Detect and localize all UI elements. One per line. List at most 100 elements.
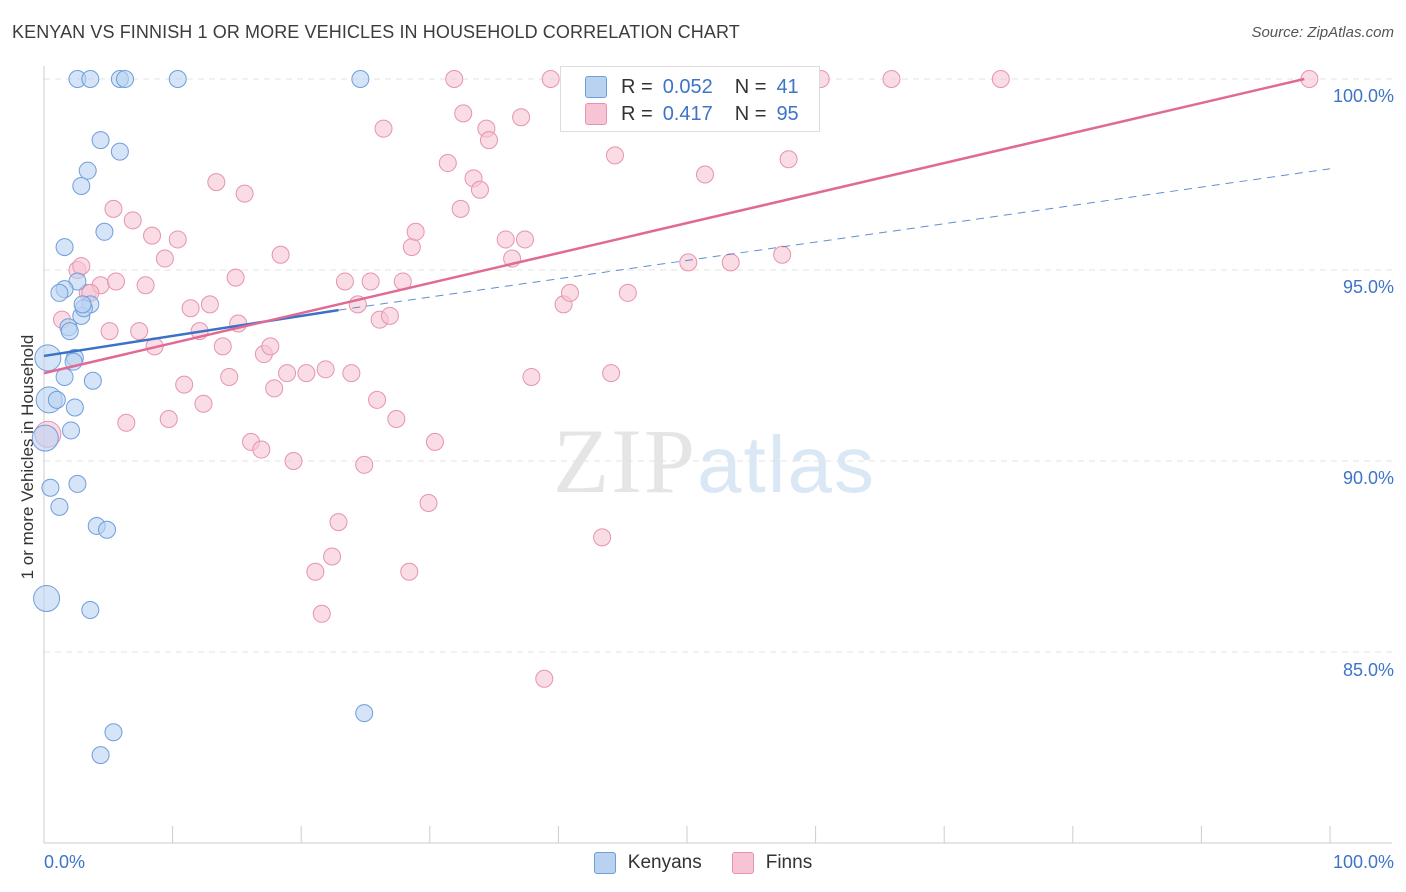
legend-label-kenyans: Kenyans: [627, 852, 702, 873]
finn-point: [271, 245, 290, 264]
finn-point: [368, 390, 387, 409]
finn-point: [342, 364, 361, 383]
finn-point: [361, 272, 380, 291]
finn-point: [316, 360, 335, 379]
finn-point: [226, 268, 245, 287]
finn-point: [679, 253, 698, 272]
kenyan-point: [41, 478, 60, 497]
source-credit: Source: ZipAtlas.com: [1251, 24, 1394, 41]
finn-point: [130, 322, 149, 341]
n-value: 95: [776, 102, 799, 125]
kenyan-point: [110, 142, 129, 161]
watermark-atlas: atlas: [697, 420, 876, 509]
finn-point: [155, 249, 174, 268]
legend-item-kenyans[interactable]: Kenyans: [593, 852, 702, 874]
finn-point: [220, 367, 239, 386]
finn-point: [213, 337, 232, 356]
finn-point: [387, 409, 406, 428]
kenyan-point: [91, 746, 110, 765]
finn-point: [284, 452, 303, 470]
finn-point: [136, 276, 155, 295]
finn-point: [159, 409, 178, 428]
y-tick-label-100: 100.0%: [1332, 86, 1394, 106]
kenyan-point: [31, 424, 59, 452]
finn-point: [602, 364, 621, 383]
legend-label-finns: Finns: [765, 852, 813, 873]
kenyan-point: [351, 70, 370, 88]
finn-point: [451, 199, 470, 218]
finn-point: [419, 494, 438, 513]
kenyan-point: [95, 222, 114, 241]
kenyan-point: [34, 344, 62, 372]
finn-point: [312, 604, 331, 623]
finn-point: [535, 669, 554, 688]
finn-point: [438, 154, 457, 173]
kenyan-point: [81, 70, 100, 88]
finn-point: [991, 70, 1010, 88]
finn-point: [261, 337, 280, 356]
finn-point: [175, 375, 194, 394]
finn-point: [779, 150, 798, 169]
finn-point: [773, 245, 792, 264]
finn-point: [265, 379, 284, 398]
r-label: R =: [621, 102, 653, 125]
finn-point: [306, 562, 325, 581]
finn-point: [72, 257, 91, 276]
y-tick-label-90: 90.0%: [1342, 468, 1394, 488]
finn-point: [143, 226, 162, 245]
kenyan-point: [81, 600, 100, 619]
finn-point: [454, 104, 473, 123]
chart-title: KENYAN VS FINNISH 1 OR MORE VEHICLES IN …: [12, 22, 740, 42]
finn-point: [278, 364, 297, 383]
r-label: R =: [621, 75, 653, 98]
finn-point: [107, 272, 126, 291]
kenyan-point: [168, 70, 187, 88]
stats-legend-row-finns: R = 0.417 N = 95: [585, 101, 799, 127]
kenyan-point: [91, 131, 110, 150]
n-value: 41: [776, 75, 799, 98]
finn-point: [522, 367, 541, 386]
kenyan-point: [50, 497, 69, 516]
kenyan-point: [78, 161, 97, 180]
finn-point: [445, 70, 464, 88]
finn-point: [123, 211, 142, 230]
finn-point: [207, 173, 226, 192]
kenyans-legend-swatch: [593, 852, 616, 874]
kenyan-point: [83, 371, 102, 390]
finns-swatch: [585, 103, 607, 125]
kenyan-point: [73, 295, 92, 314]
y-tick-label-85: 85.0%: [1342, 660, 1394, 680]
finn-point: [104, 199, 123, 218]
n-label: N =: [734, 75, 767, 98]
kenyan-point: [72, 176, 91, 195]
kenyan-point: [55, 238, 74, 257]
finn-point: [479, 131, 498, 150]
finn-point: [496, 230, 515, 249]
kenyan-trend-line: [43, 308, 339, 358]
x-tick-label-max: 100.0%: [1332, 852, 1394, 872]
finn-point: [515, 230, 534, 249]
kenyan-point: [104, 723, 123, 742]
finn-point: [374, 119, 393, 138]
series-legend: Kenyans Finns: [0, 852, 1406, 874]
finn-point: [560, 283, 579, 302]
finn-point: [100, 322, 119, 341]
kenyan-point: [65, 398, 84, 417]
legend-item-finns[interactable]: Finns: [731, 852, 813, 874]
finn-point: [402, 238, 421, 257]
finn-point: [721, 253, 740, 272]
finn-point: [470, 180, 489, 199]
stats-legend-row-kenyans: R = 0.052 N = 41: [585, 74, 799, 100]
finn-point: [329, 513, 348, 532]
finn-point: [400, 562, 419, 581]
kenyans-swatch: [585, 76, 607, 98]
finn-point: [882, 70, 901, 88]
r-value: 0.052: [662, 75, 713, 98]
x-tick-label-min: 0.0%: [44, 852, 86, 872]
kenyan-point: [47, 390, 66, 409]
finn-point: [425, 432, 444, 451]
kenyan-point: [355, 704, 374, 723]
finn-point: [541, 70, 560, 88]
finn-point: [235, 184, 254, 203]
finn-point: [380, 306, 399, 325]
